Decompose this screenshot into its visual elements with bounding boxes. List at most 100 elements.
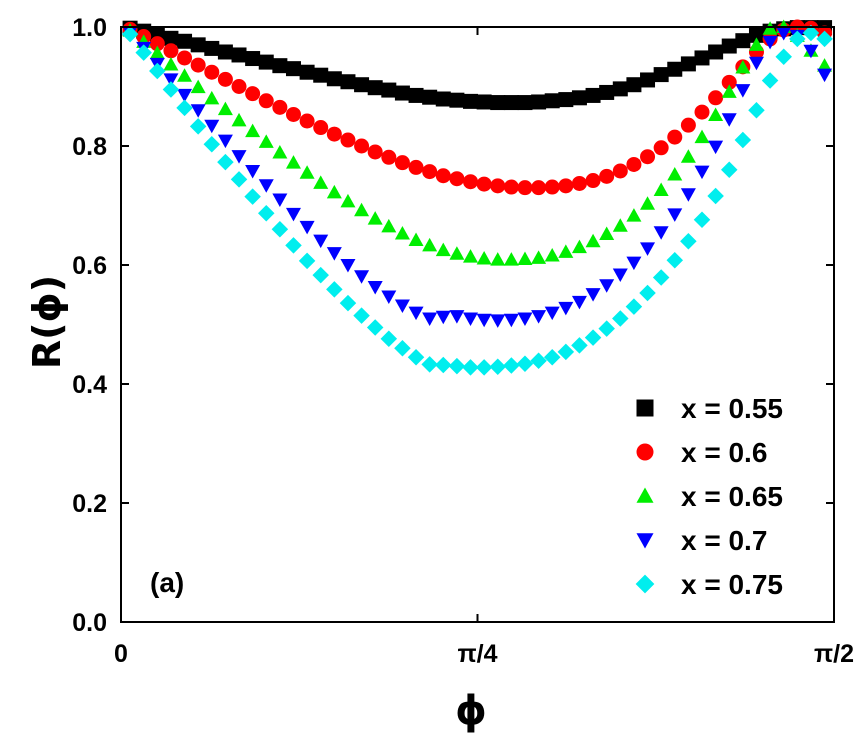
data-point [463,249,479,263]
data-point [176,99,193,117]
data-point [258,134,274,148]
data-point [258,204,275,222]
data-point [585,288,601,302]
data-point [571,90,587,106]
data-point [463,174,479,190]
data-point [340,132,356,148]
data-point [599,84,615,100]
panel-label: (a) [150,567,184,598]
data-point [163,56,179,71]
data-point [585,233,601,248]
data-point [558,301,574,316]
data-point [408,232,424,247]
data-point [530,352,547,370]
data-point [558,244,574,258]
data-point [408,87,424,103]
data-point [544,306,560,321]
data-point [313,67,329,83]
x-tick-label: π/2 [814,640,854,668]
data-point [421,356,438,373]
data-point [734,131,752,149]
legend-item: x = 0.75 [635,569,783,600]
data-point [381,149,397,165]
data-point [272,193,288,208]
legend-marker [636,443,654,461]
data-point [326,71,342,87]
data-point [177,68,193,82]
y-tick-label: 0.0 [72,609,107,637]
data-point [612,310,629,327]
data-point [422,164,438,180]
data-point [162,81,180,98]
data-point [816,30,833,48]
data-point [121,25,139,43]
data-point [435,242,451,257]
series-4 [122,26,833,328]
data-point [149,36,165,52]
data-point [667,129,683,145]
data-point [340,193,356,208]
data-point [503,179,519,195]
data-point [626,208,642,222]
legend-marker [636,533,654,549]
data-point [721,38,737,54]
data-point [680,117,696,133]
data-point [231,47,247,63]
legend-item: x = 0.6 [636,437,767,468]
data-point [367,211,383,225]
data-point [271,221,289,238]
x-tick-label: 0 [114,640,128,668]
data-point [245,86,261,102]
data-point [435,91,451,107]
data-point [394,225,410,240]
data-point [557,343,575,361]
data-point [544,179,560,195]
data-point [230,171,248,188]
data-point [367,144,383,160]
data-point [802,24,820,42]
x-axis-title: ϕ [455,688,487,734]
data-point [490,314,506,328]
y-axis-title: R(ϕ) [25,275,69,369]
data-point [435,310,451,325]
data-point [272,145,288,159]
data-point [625,298,643,315]
data-point [298,252,316,270]
data-point [366,319,384,336]
data-point [408,159,424,175]
data-point [653,182,669,197]
data-point [299,220,315,235]
data-point [503,252,519,266]
data-point [476,250,492,265]
data-point [299,113,315,129]
data-point [748,56,764,71]
data-point [761,72,779,89]
data-point [163,73,179,87]
data-point [449,310,465,324]
data-point [803,44,819,59]
data-point [435,168,451,184]
data-point [177,33,193,49]
data-point [640,242,656,256]
data-point [517,95,533,111]
data-point [503,313,519,328]
data-point [163,30,179,46]
data-point [517,312,533,327]
data-point [204,90,220,105]
data-point [217,44,233,60]
y-tick-label: 0.4 [72,371,107,399]
data-point [748,37,764,51]
data-point [340,74,356,90]
data-point [339,294,357,312]
data-point [231,112,247,127]
data-point [354,202,370,217]
data-point [694,129,710,144]
data-point [190,37,206,53]
data-point [694,50,710,66]
data-point [708,90,724,106]
legend-item: x = 0.55 [636,393,783,424]
data-point [394,85,410,101]
data-point [490,252,506,266]
data-point [735,59,751,74]
data-point [258,179,274,193]
